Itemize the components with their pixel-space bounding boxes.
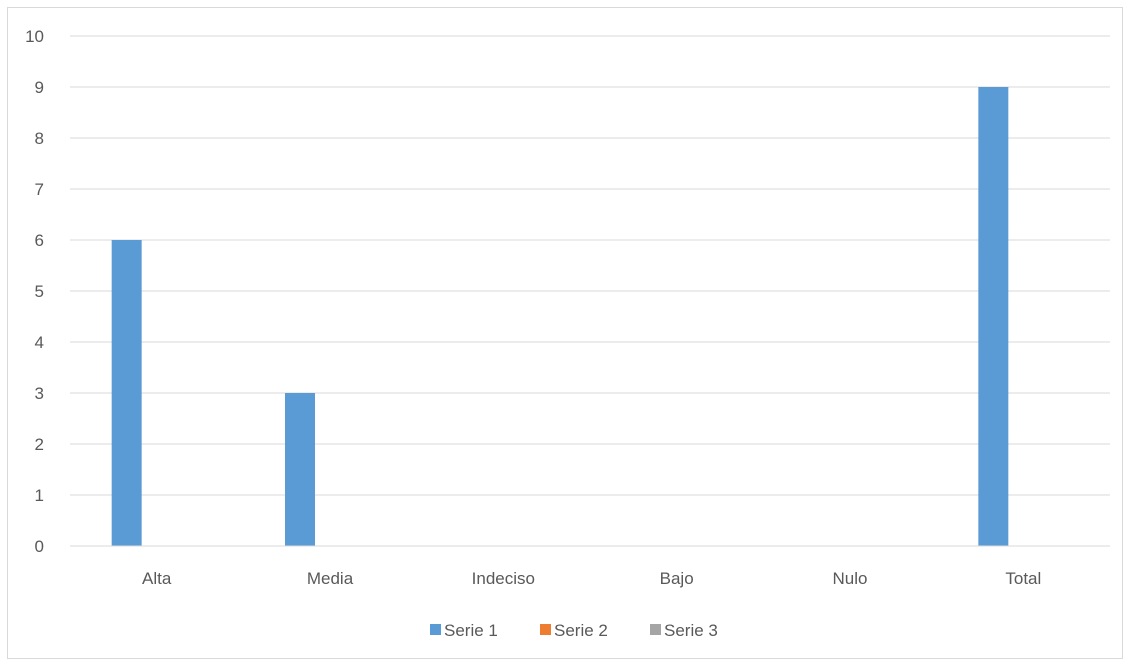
y-tick-label: 10	[25, 27, 44, 46]
x-tick-label: Total	[1005, 569, 1041, 588]
legend-label-serie-1: Serie 1	[444, 621, 498, 640]
axes: 0 1 2 3 4 5 6 7 8 9 10 Alta Media Indeciso Bajo Nulo Tot…	[25, 27, 1110, 588]
y-tick-label: 9	[35, 78, 44, 97]
bar-alta-serie-1	[111, 240, 142, 546]
bars	[111, 87, 1009, 546]
gridlines	[70, 35, 1110, 496]
chart-frame	[7, 7, 1123, 659]
legend-swatch-serie-1	[430, 624, 441, 635]
y-tick-label: 8	[35, 129, 44, 148]
legend-swatch-serie-2	[540, 624, 551, 635]
y-tick-label: 7	[35, 180, 44, 199]
x-tick-label: Nulo	[833, 569, 868, 588]
legend: Serie 1 Serie 2 Serie 3	[430, 621, 718, 640]
bar-media-serie-1	[285, 393, 315, 546]
bar-total-serie-1	[978, 87, 1009, 546]
legend-swatch-serie-3	[650, 624, 661, 635]
x-tick-label: Bajo	[660, 569, 694, 588]
legend-label-serie-2: Serie 2	[554, 621, 608, 640]
y-tick-label: 0	[35, 537, 44, 556]
x-tick-label: Alta	[142, 569, 172, 588]
x-tick-label: Media	[307, 569, 354, 588]
legend-label-serie-3: Serie 3	[664, 621, 718, 640]
y-tick-label: 5	[35, 282, 44, 301]
y-tick-label: 2	[35, 435, 44, 454]
x-tick-label: Indeciso	[472, 569, 535, 588]
y-tick-label: 4	[35, 333, 44, 352]
y-tick-label: 1	[35, 486, 44, 505]
y-tick-label: 3	[35, 384, 44, 403]
y-tick-label: 6	[35, 231, 44, 250]
